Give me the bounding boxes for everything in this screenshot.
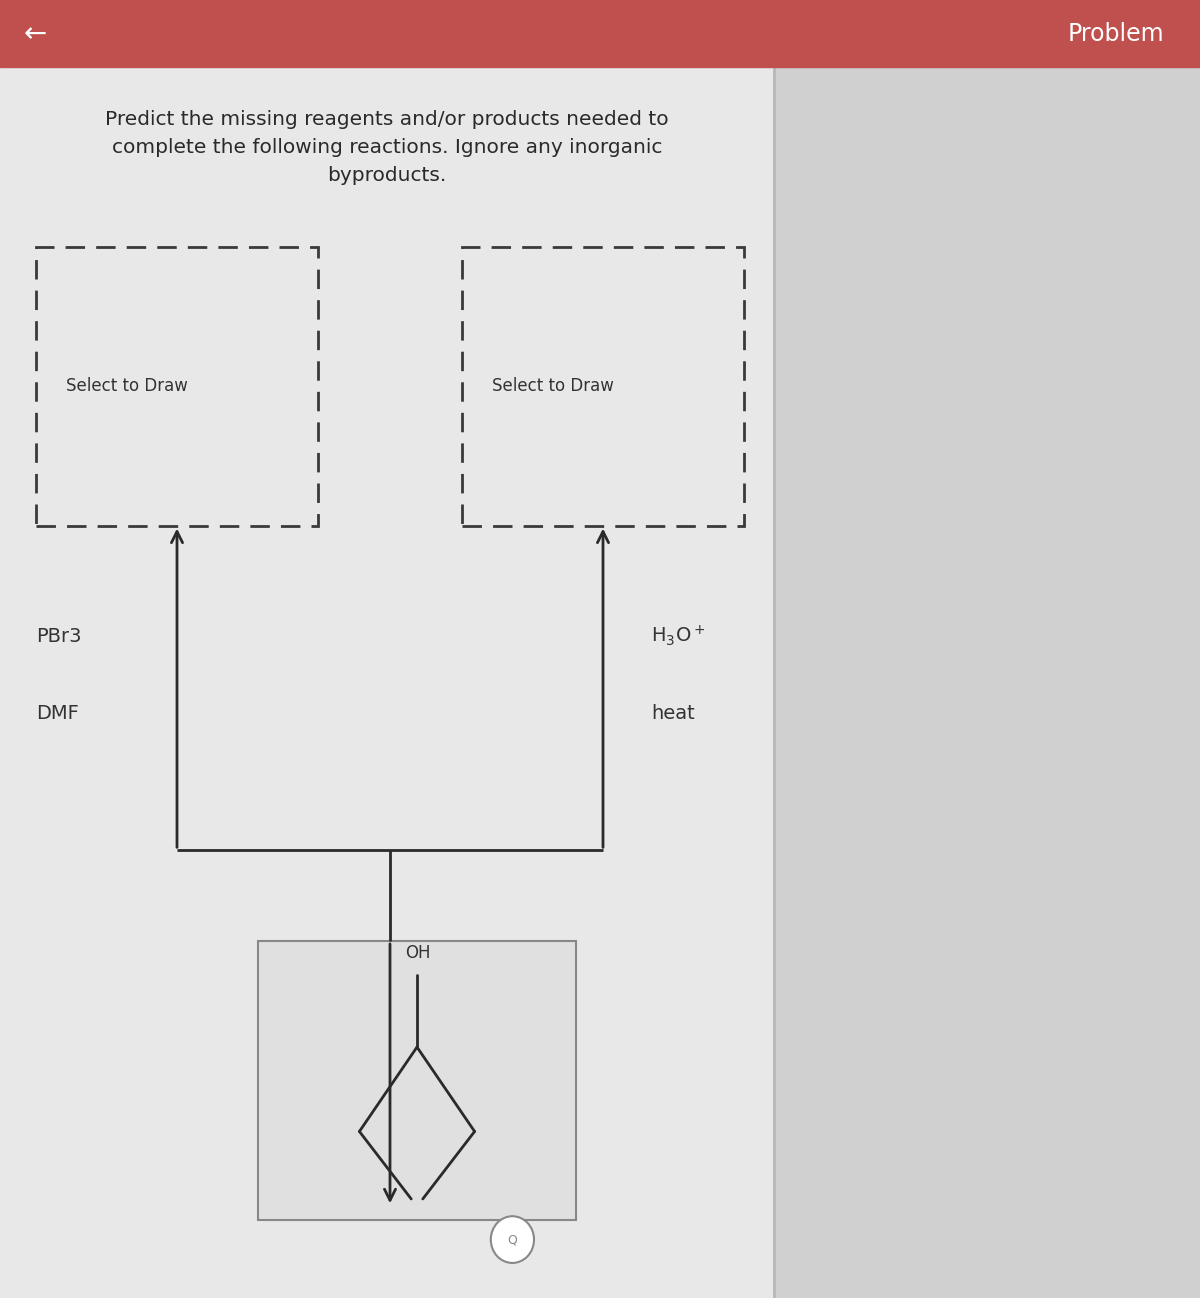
Circle shape: [491, 1216, 534, 1263]
Bar: [0, 0, 1200, 67]
Bar: [774, 67, 1200, 1298]
Text: H$_3$O$^+$: H$_3$O$^+$: [650, 624, 706, 648]
Text: Select to Draw: Select to Draw: [66, 378, 188, 395]
Text: heat: heat: [650, 705, 695, 723]
FancyBboxPatch shape: [258, 941, 576, 1220]
Text: Predict the missing reagents and/or products needed to
complete the following re: Predict the missing reagents and/or prod…: [106, 110, 668, 186]
Bar: [0, 67, 774, 1298]
FancyBboxPatch shape: [36, 247, 318, 526]
Text: DMF: DMF: [36, 705, 79, 723]
FancyBboxPatch shape: [462, 247, 744, 526]
Text: OH: OH: [406, 944, 431, 962]
Text: Problem: Problem: [1068, 22, 1165, 45]
Text: PBr3: PBr3: [36, 627, 82, 645]
Text: Select to Draw: Select to Draw: [492, 378, 614, 395]
Text: Q: Q: [508, 1233, 517, 1246]
Text: ←: ←: [24, 19, 47, 48]
